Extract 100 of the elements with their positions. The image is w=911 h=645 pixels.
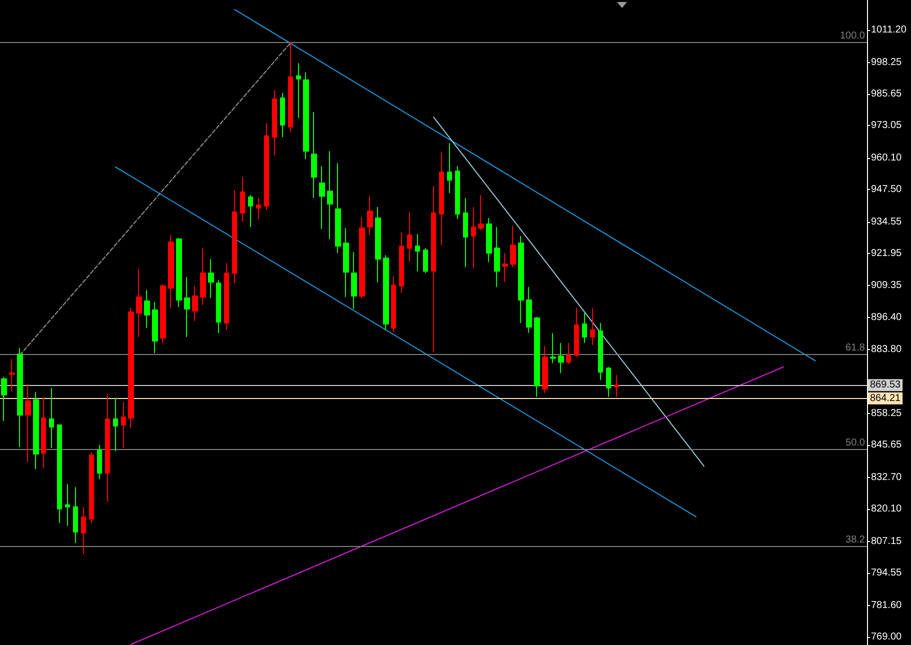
y-tick-label: 794.55 (871, 567, 902, 578)
annotation: 100.0 (840, 30, 866, 42)
y-tick-label: 985.65 (871, 88, 902, 100)
candlestick (296, 62, 301, 119)
candlestick (311, 112, 317, 198)
candlestick (288, 42, 293, 133)
candlestick (423, 248, 428, 274)
y-tick-label: 921.95 (871, 248, 902, 260)
candlestick (431, 186, 436, 353)
candlestick (33, 391, 39, 470)
ref-line-label: 864.21 (870, 392, 902, 404)
candlestick (168, 234, 174, 308)
candlestick (550, 332, 556, 364)
candlestick (9, 358, 15, 392)
candlestick (200, 248, 206, 306)
y-tick-label: 909.35 (871, 280, 902, 291)
candlestick (399, 232, 404, 294)
y-tick-label: 998.25 (871, 57, 902, 68)
candlestick (510, 226, 516, 268)
candlestick (89, 452, 94, 524)
candlestick (128, 307, 134, 428)
candlestick (343, 228, 349, 298)
candlestick (478, 194, 484, 231)
y-tick-label: 832.70 (871, 472, 902, 483)
candlestick (407, 211, 412, 263)
candlestick (144, 289, 150, 329)
annotation: 50.0 (846, 438, 866, 449)
candlestick (351, 252, 357, 310)
candlestick (303, 72, 309, 160)
candlestick (1, 376, 7, 422)
candlestick (375, 206, 381, 283)
y-tick-label: 820.10 (871, 503, 902, 514)
y-tick-label: 1011.20 (871, 24, 907, 36)
candlestick (319, 166, 325, 230)
candlestick (208, 258, 214, 298)
candlestick (614, 374, 619, 398)
candlestick (494, 226, 500, 288)
candlestick (486, 218, 492, 263)
candlestick (65, 484, 70, 526)
y-tick-label: 960.10 (871, 152, 902, 164)
candlestick (327, 150, 333, 240)
candlestick (232, 189, 237, 284)
candlestick (463, 197, 468, 268)
candlestick (383, 254, 389, 331)
y-tick-label: 858.25 (871, 408, 902, 419)
candlestick (502, 252, 508, 283)
candlestick (49, 387, 54, 449)
candlestick (566, 342, 571, 365)
candlestick (152, 301, 158, 354)
y-tick-label: 973.05 (871, 120, 902, 132)
candlestick (391, 276, 396, 333)
candlestick (121, 401, 126, 449)
candlestick (534, 316, 540, 398)
candlestick (97, 444, 102, 480)
candlestick (439, 152, 444, 246)
candlestick (81, 506, 86, 555)
y-tick-label: 934.55 (871, 216, 902, 228)
candlestick (25, 384, 31, 463)
candlestick (582, 312, 587, 344)
candlestick (57, 424, 62, 524)
candlestick (542, 346, 548, 394)
candlestick (256, 197, 261, 220)
candlestick (184, 276, 190, 338)
candlestick (367, 196, 373, 236)
candlestick (335, 162, 341, 254)
candlestick (280, 92, 285, 138)
candlestick (518, 236, 524, 324)
candlestick (176, 238, 182, 308)
candlestick (240, 176, 245, 223)
annotation: 61.8 (846, 342, 866, 354)
candlestick (359, 216, 365, 298)
candlestick (471, 206, 476, 269)
y-tick-label: 883.80 (871, 344, 902, 355)
candlestick (73, 486, 78, 544)
y-tick-label: 947.50 (871, 184, 902, 196)
candlestick (264, 122, 269, 210)
candlestick (558, 342, 564, 374)
y-tick-label: 896.40 (871, 312, 902, 324)
y-tick-label: 769.00 (871, 631, 902, 642)
candlestick (136, 268, 142, 338)
candlestick (17, 348, 23, 448)
candlestick (192, 285, 198, 322)
candlestick (224, 262, 229, 331)
candlestick (447, 142, 452, 194)
candlestick (41, 397, 46, 469)
candlestick (590, 307, 595, 346)
candlestick (113, 397, 118, 452)
annotation: 38.2 (846, 534, 866, 546)
candlestick (455, 166, 460, 220)
ref-line-label: 869.53 (870, 380, 902, 391)
y-tick-label: 845.65 (871, 439, 902, 450)
candlestick (598, 322, 603, 381)
candlestick (216, 280, 221, 334)
candlestick (248, 194, 253, 228)
y-tick-label: 807.15 (871, 536, 902, 547)
candlestick (160, 284, 166, 344)
candlestick (272, 89, 277, 156)
candlestick (606, 366, 611, 398)
candlestick (415, 234, 420, 272)
candlestick (105, 393, 110, 502)
